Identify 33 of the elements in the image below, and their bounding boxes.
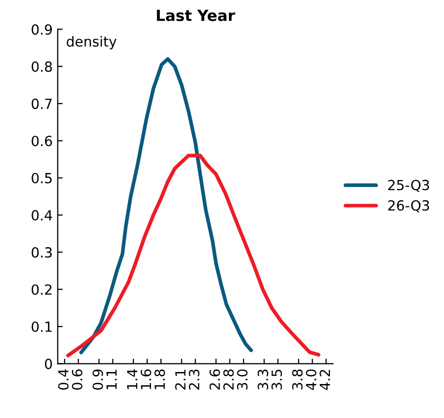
x-tick-label: 0.9 xyxy=(92,369,104,390)
x-tick-label: 1.1 xyxy=(106,370,117,390)
y-tick-label: 0 xyxy=(44,358,52,370)
y-tick-label: 0.5 xyxy=(32,172,52,184)
y-axis-title: density xyxy=(66,36,116,50)
y-tick-label: 0.8 xyxy=(32,61,52,72)
x-tick-label: 1.4 xyxy=(127,369,138,390)
y-tick-label: 0.2 xyxy=(32,284,52,295)
y-tick-label: 0.9 xyxy=(32,24,52,35)
x-tick-label: 2.6 xyxy=(210,369,220,390)
x-tick-label: 0.4 xyxy=(58,369,69,390)
y-tick-label: 0.4 xyxy=(32,210,52,221)
line-series xyxy=(79,57,253,354)
x-tick-label: 4.2 xyxy=(320,370,330,390)
x-tick-label: 2.3 xyxy=(188,370,200,390)
chart-title: Last Year xyxy=(156,10,236,22)
y-tick-label: 0.3 xyxy=(32,247,52,258)
x-tick-label: 3.0 xyxy=(237,369,248,390)
x-tick-label: 2.8 xyxy=(223,369,234,390)
y-tick-label: 0.6 xyxy=(32,136,52,146)
x-tick-label: 1.6 xyxy=(140,369,152,390)
x-tick-label: 3.3 xyxy=(258,370,268,390)
x-tick-label: 3.8 xyxy=(292,369,303,390)
y-tick-label: 0.1 xyxy=(32,321,52,332)
legend-label: 25-Q3 xyxy=(388,180,430,192)
y-tick-label: 0.7 xyxy=(32,98,52,110)
legend-label: 26-Q3 xyxy=(388,200,430,212)
x-tick-label: 1.8 xyxy=(154,369,165,390)
x-tick-label: 2.1 xyxy=(175,370,186,390)
x-tick-label: 3.5 xyxy=(271,370,282,390)
x-tick-label: 0.6 xyxy=(72,369,82,390)
x-tick-label: 4.0 xyxy=(306,369,316,390)
line-series xyxy=(66,154,320,358)
